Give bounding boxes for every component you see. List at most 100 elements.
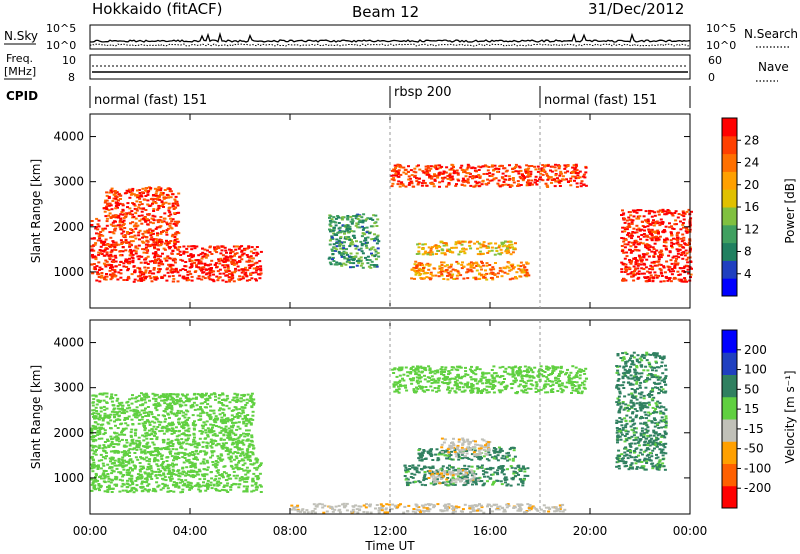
echo-cell bbox=[354, 217, 358, 220]
echo-cell bbox=[640, 272, 644, 275]
echo-cell bbox=[198, 437, 202, 440]
echo-cell bbox=[233, 406, 237, 409]
echo-cell bbox=[147, 429, 151, 432]
echo-cell bbox=[514, 163, 518, 166]
echo-cell bbox=[240, 271, 244, 274]
echo-cell bbox=[575, 185, 579, 188]
echo-cell bbox=[491, 278, 495, 281]
echo-cell bbox=[662, 231, 666, 234]
echo-cell bbox=[244, 469, 248, 472]
echo-cell bbox=[90, 449, 94, 452]
echo-cell bbox=[177, 478, 181, 481]
echo-cell bbox=[169, 257, 173, 260]
echo-cell bbox=[123, 409, 127, 412]
echo-cell bbox=[137, 189, 141, 192]
echo-cell bbox=[108, 264, 112, 267]
echo-cell bbox=[678, 245, 682, 248]
echo-cell bbox=[359, 256, 363, 259]
echo-cell bbox=[156, 221, 160, 224]
echo-cell bbox=[122, 230, 126, 233]
echo-cell bbox=[225, 404, 229, 407]
echo-cell bbox=[208, 431, 212, 434]
echo-cell bbox=[528, 174, 532, 177]
echo-cell bbox=[460, 168, 464, 171]
echo-cell bbox=[100, 426, 103, 429]
echo-cell bbox=[686, 244, 690, 246]
echo-cell bbox=[113, 411, 117, 414]
echo-cell bbox=[495, 250, 499, 252]
echo-cell bbox=[183, 433, 186, 436]
echo-cell bbox=[191, 470, 195, 473]
echo-cell bbox=[142, 458, 146, 461]
echo-cell bbox=[659, 256, 663, 259]
echo-cell bbox=[454, 171, 458, 174]
echo-cell bbox=[183, 482, 187, 485]
echo-cell bbox=[171, 428, 175, 431]
echo-cell bbox=[454, 243, 458, 246]
echo-cell bbox=[123, 417, 127, 419]
echo-cell bbox=[431, 183, 435, 185]
echo-cell bbox=[218, 456, 222, 459]
echo-cell bbox=[188, 486, 192, 489]
echo-cell bbox=[640, 267, 644, 270]
echo-cell bbox=[166, 487, 170, 490]
echo-cell bbox=[647, 229, 651, 232]
echo-cell bbox=[185, 251, 189, 254]
echo-cell bbox=[192, 476, 196, 479]
echo-cell bbox=[159, 225, 163, 228]
echo-cell bbox=[126, 424, 130, 427]
echo-cell bbox=[350, 258, 354, 261]
echo-cell bbox=[577, 177, 580, 179]
echo-cell bbox=[113, 483, 117, 486]
echo-cell bbox=[141, 422, 145, 425]
echo-cell bbox=[478, 176, 482, 179]
echo-cell bbox=[128, 466, 132, 469]
echo-cell bbox=[482, 173, 486, 175]
echo-cell bbox=[440, 273, 444, 276]
echo-cell bbox=[161, 192, 165, 194]
echo-cell bbox=[686, 228, 690, 231]
echo-cell bbox=[234, 245, 238, 248]
echo-cell bbox=[376, 247, 380, 250]
echo-cell bbox=[128, 455, 131, 457]
echo-cell bbox=[687, 208, 691, 211]
echo-cell bbox=[257, 268, 261, 271]
echo-cell bbox=[146, 490, 150, 493]
echo-cell bbox=[623, 230, 627, 233]
echo-cell bbox=[161, 252, 164, 255]
echo-cell bbox=[440, 165, 444, 168]
echo-cell bbox=[99, 234, 102, 237]
echo-cell bbox=[498, 269, 502, 272]
echo-cell bbox=[484, 182, 488, 185]
echo-cell bbox=[541, 173, 545, 176]
echo-cell bbox=[152, 219, 156, 222]
echo-cell bbox=[442, 242, 446, 244]
echo-cell bbox=[351, 243, 355, 246]
echo-cell bbox=[130, 487, 134, 490]
echo-cell bbox=[114, 484, 118, 487]
echo-cell bbox=[230, 429, 234, 432]
echo-cell bbox=[239, 452, 243, 455]
echo-cell bbox=[181, 466, 185, 469]
echo-cell bbox=[231, 452, 235, 455]
echo-cell bbox=[111, 268, 114, 271]
echo-cell bbox=[511, 251, 515, 254]
echo-cell bbox=[153, 256, 157, 259]
echo-cell bbox=[651, 210, 655, 213]
echo-cell bbox=[245, 466, 249, 469]
echo-cell bbox=[151, 202, 154, 205]
echo-cell bbox=[236, 425, 240, 428]
echo-cell bbox=[673, 264, 677, 267]
echo-cell bbox=[243, 480, 247, 483]
echo-cell bbox=[119, 239, 123, 242]
echo-cell bbox=[497, 168, 501, 170]
echo-cell bbox=[637, 276, 641, 279]
echo-cell bbox=[393, 390, 397, 393]
echo-cell bbox=[462, 179, 466, 182]
echo-cell bbox=[122, 483, 126, 486]
echo-cell bbox=[103, 241, 106, 244]
echo-cell bbox=[109, 478, 113, 481]
echo-cell bbox=[484, 269, 487, 272]
echo-cell bbox=[128, 245, 132, 248]
